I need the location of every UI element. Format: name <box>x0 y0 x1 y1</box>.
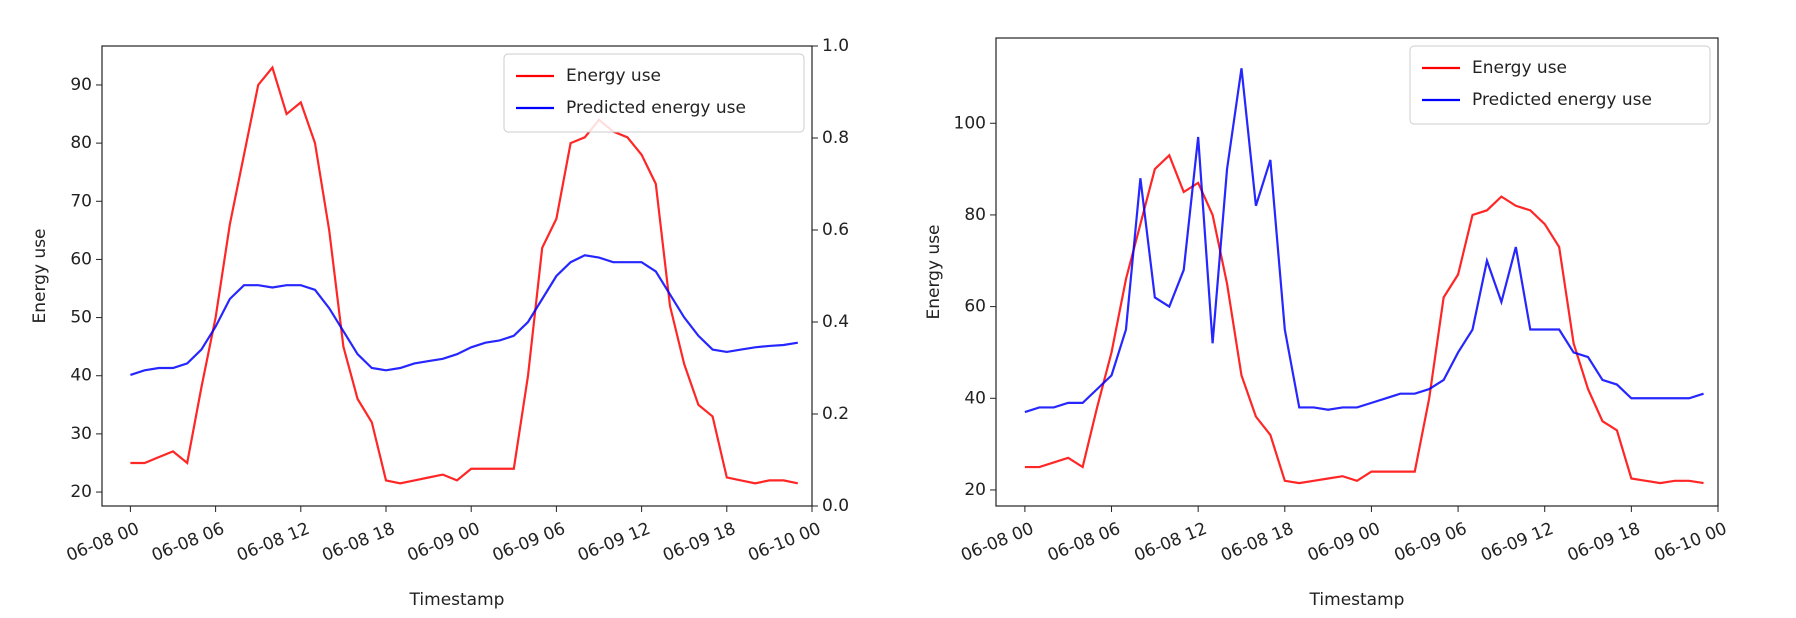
y2-tick-label: 1.0 <box>822 36 849 56</box>
y-tick-label: 30 <box>70 424 92 444</box>
y-tick-label: 40 <box>70 366 92 386</box>
y-axis-label: Energy use <box>30 228 50 323</box>
x-tick-label: 06-09 12 <box>575 519 653 566</box>
series-line <box>130 65 799 485</box>
y2-tick-label: 0.6 <box>822 220 849 240</box>
y-tick-label: 60 <box>964 297 986 317</box>
y-tick-label: 40 <box>964 388 986 408</box>
legend-label: Energy use <box>1472 58 1567 78</box>
x-tick-label: 06-09 00 <box>1305 519 1383 566</box>
x-tick-label: 06-09 18 <box>660 519 738 566</box>
legend-box <box>1409 45 1711 125</box>
x-tick-label: 06-09 18 <box>1565 519 1643 566</box>
x-tick-label: 06-08 00 <box>958 519 1036 566</box>
y-tick-label: 90 <box>70 75 92 95</box>
x-tick-label: 06-08 06 <box>1045 519 1123 566</box>
y2-tick-label: 0.8 <box>822 128 849 148</box>
x-tick-label: 06-08 06 <box>149 519 227 566</box>
series-line <box>1024 68 1704 414</box>
x-tick-label: 06-09 00 <box>405 519 483 566</box>
x-tick-label: 06-10 00 <box>1651 519 1729 566</box>
x-tick-label: 06-09 12 <box>1478 519 1556 566</box>
y-tick-label: 20 <box>964 480 986 500</box>
x-tick-label: 06-08 12 <box>1132 519 1210 566</box>
plot-frame <box>101 45 813 507</box>
x-tick-label: 06-09 06 <box>490 519 568 566</box>
series-line <box>130 254 798 376</box>
legend-label: Predicted energy use <box>566 98 746 118</box>
y-tick-label: 100 <box>954 113 986 133</box>
x-tick-label: 06-10 00 <box>745 519 823 566</box>
panel: 20 30 40 50 60 70 80 90 0.0 0.2 0.4 0.6 0.8 1.0 06-08 … <box>30 36 849 610</box>
panel: 20 40 60 80 100 06-08 00 06-08 06 06-08 12 06-08… <box>924 37 1730 610</box>
x-axis-label: Timestamp <box>409 590 505 610</box>
y2-tick-label: 0.0 <box>822 496 849 516</box>
series-line <box>1024 153 1704 485</box>
x-tick-label: 06-09 06 <box>1391 519 1469 566</box>
y-tick-label: 50 <box>70 308 92 328</box>
legend-label: Predicted energy use <box>1472 90 1652 110</box>
y2-tick-label: 0.2 <box>822 404 849 424</box>
y-tick-label: 70 <box>70 191 92 211</box>
y2-tick-label: 0.4 <box>822 312 849 332</box>
x-tick-label: 06-08 12 <box>234 519 312 566</box>
y-tick-label: 80 <box>70 133 92 153</box>
legend-box <box>503 53 805 133</box>
y-tick-label: 60 <box>70 249 92 269</box>
y-tick-label: 20 <box>70 482 92 502</box>
x-tick-label: 06-08 18 <box>1218 519 1296 566</box>
legend-label: Energy use <box>566 66 661 86</box>
y-tick-label: 80 <box>964 205 986 225</box>
y-axis-label: Energy use <box>924 224 944 319</box>
x-tick-label: 06-08 00 <box>64 519 142 566</box>
x-tick-label: 06-08 18 <box>319 519 397 566</box>
plot-frame <box>995 37 1719 507</box>
x-axis-label: Timestamp <box>1309 590 1405 610</box>
